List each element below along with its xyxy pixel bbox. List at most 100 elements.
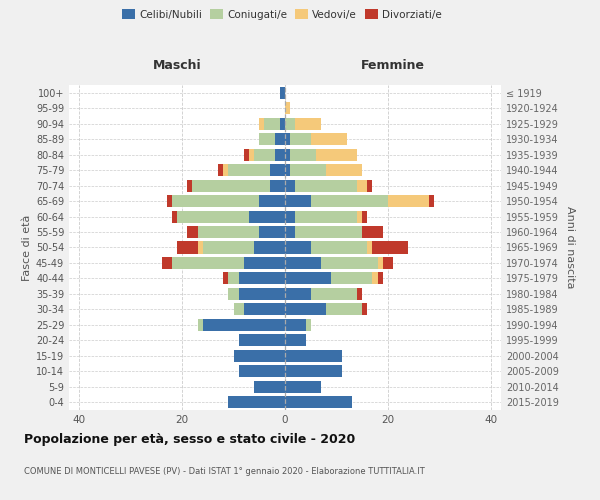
- Bar: [177, 210, 249, 222]
- Bar: [388, 195, 429, 207]
- Bar: [377, 272, 383, 284]
- Text: Femmine: Femmine: [361, 60, 425, 72]
- Bar: [357, 180, 367, 192]
- Bar: [259, 133, 275, 145]
- Bar: [290, 148, 316, 160]
- Bar: [249, 148, 254, 160]
- Bar: [275, 133, 285, 145]
- Bar: [373, 242, 409, 254]
- Bar: [233, 304, 244, 316]
- Bar: [285, 304, 326, 316]
- Bar: [285, 164, 290, 176]
- Y-axis label: Anni di nascita: Anni di nascita: [565, 206, 575, 288]
- Bar: [172, 210, 177, 222]
- Bar: [285, 242, 311, 254]
- Bar: [244, 257, 285, 269]
- Bar: [295, 210, 357, 222]
- Bar: [311, 195, 388, 207]
- Bar: [285, 396, 352, 408]
- Bar: [197, 226, 259, 238]
- Bar: [367, 242, 373, 254]
- Y-axis label: Fasce di età: Fasce di età: [22, 214, 32, 280]
- Bar: [367, 180, 373, 192]
- Bar: [229, 164, 269, 176]
- Bar: [285, 257, 321, 269]
- Bar: [244, 304, 285, 316]
- Bar: [285, 350, 341, 362]
- Bar: [377, 257, 383, 269]
- Bar: [295, 118, 321, 130]
- Bar: [326, 304, 362, 316]
- Bar: [290, 164, 326, 176]
- Bar: [177, 242, 197, 254]
- Bar: [161, 257, 172, 269]
- Bar: [229, 288, 239, 300]
- Legend: Celibi/Nubili, Coniugati/e, Vedovi/e, Divorziati/e: Celibi/Nubili, Coniugati/e, Vedovi/e, Di…: [118, 5, 446, 24]
- Bar: [285, 226, 295, 238]
- Text: Maschi: Maschi: [152, 60, 202, 72]
- Bar: [295, 180, 357, 192]
- Bar: [280, 86, 285, 99]
- Bar: [326, 164, 362, 176]
- Bar: [269, 164, 285, 176]
- Bar: [223, 272, 229, 284]
- Bar: [295, 226, 362, 238]
- Bar: [285, 210, 295, 222]
- Bar: [285, 102, 290, 114]
- Bar: [321, 257, 377, 269]
- Bar: [249, 210, 285, 222]
- Bar: [172, 257, 244, 269]
- Bar: [311, 133, 347, 145]
- Bar: [362, 226, 383, 238]
- Bar: [373, 272, 377, 284]
- Bar: [254, 148, 275, 160]
- Bar: [265, 118, 280, 130]
- Text: Popolazione per età, sesso e stato civile - 2020: Popolazione per età, sesso e stato civil…: [24, 432, 355, 446]
- Bar: [203, 319, 285, 331]
- Bar: [362, 210, 367, 222]
- Bar: [285, 195, 311, 207]
- Bar: [311, 288, 357, 300]
- Bar: [275, 148, 285, 160]
- Bar: [331, 272, 373, 284]
- Bar: [239, 288, 285, 300]
- Bar: [197, 242, 203, 254]
- Bar: [223, 164, 229, 176]
- Bar: [167, 195, 172, 207]
- Bar: [285, 334, 305, 346]
- Text: COMUNE DI MONTICELLI PAVESE (PV) - Dati ISTAT 1° gennaio 2020 - Elaborazione TUT: COMUNE DI MONTICELLI PAVESE (PV) - Dati …: [24, 468, 425, 476]
- Bar: [285, 319, 305, 331]
- Bar: [254, 381, 285, 393]
- Bar: [290, 133, 311, 145]
- Bar: [244, 148, 249, 160]
- Bar: [218, 164, 223, 176]
- Bar: [259, 195, 285, 207]
- Bar: [285, 180, 295, 192]
- Bar: [197, 319, 203, 331]
- Bar: [187, 226, 197, 238]
- Bar: [239, 366, 285, 378]
- Bar: [285, 133, 290, 145]
- Bar: [259, 226, 285, 238]
- Bar: [357, 288, 362, 300]
- Bar: [285, 272, 331, 284]
- Bar: [239, 272, 285, 284]
- Bar: [429, 195, 434, 207]
- Bar: [280, 118, 285, 130]
- Bar: [172, 195, 259, 207]
- Bar: [193, 180, 269, 192]
- Bar: [233, 350, 285, 362]
- Bar: [254, 242, 285, 254]
- Bar: [285, 118, 295, 130]
- Bar: [285, 366, 341, 378]
- Bar: [229, 272, 239, 284]
- Bar: [285, 288, 311, 300]
- Bar: [285, 148, 290, 160]
- Bar: [187, 180, 193, 192]
- Bar: [269, 180, 285, 192]
- Bar: [383, 257, 393, 269]
- Bar: [203, 242, 254, 254]
- Bar: [316, 148, 357, 160]
- Bar: [229, 396, 285, 408]
- Bar: [259, 118, 265, 130]
